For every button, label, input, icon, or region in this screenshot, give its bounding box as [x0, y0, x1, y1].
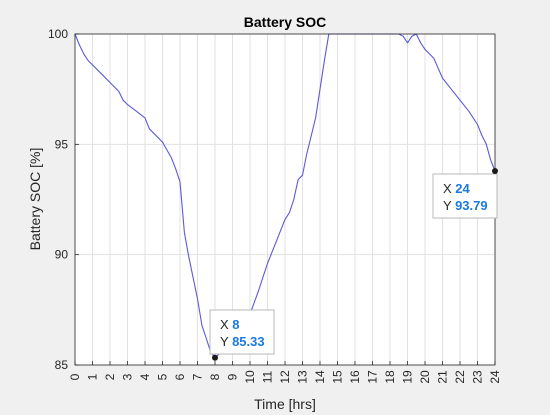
datatip-y-label: Y [443, 198, 455, 213]
x-tick-label: 13 [296, 370, 310, 384]
x-tick-label: 2 [103, 373, 117, 380]
y-axis-label: Battery SOC [%] [27, 148, 43, 251]
x-tick-label: 10 [243, 370, 257, 384]
datatip-y-row: Y 93.79 [443, 198, 488, 213]
x-tick-label: 21 [436, 370, 450, 384]
datatip-x-label: X [220, 317, 232, 332]
series-line-group [74, 33, 496, 359]
x-axis-label: Time [hrs] [254, 396, 316, 412]
x-tick-label: 14 [313, 370, 327, 384]
x-tick-label: 11 [261, 370, 275, 383]
y-tick-label: 100 [48, 27, 68, 41]
x-tick-label: 17 [366, 370, 380, 384]
x-tick-label: 9 [226, 373, 240, 380]
y-tick-label: 95 [55, 137, 69, 151]
x-tick-label: 18 [383, 370, 397, 384]
datatip: X 24Y 93.79 [432, 168, 498, 219]
datatip-x-label: X [443, 181, 455, 196]
x-tick-label: 22 [453, 370, 467, 384]
y-tick-label: 85 [55, 358, 69, 372]
datatips-group: X 8Y 85.33X 24Y 93.79 [209, 168, 498, 361]
x-tick-label: 1 [86, 373, 100, 380]
datatip-y-value: 85.33 [232, 334, 265, 349]
x-tick-label: 12 [278, 370, 292, 384]
x-tick-label: 7 [191, 373, 205, 380]
datatip-box [209, 309, 275, 355]
datatip-x-row: X 8 [220, 317, 240, 332]
x-tick-label: 20 [418, 370, 432, 384]
datatip-y-value: 93.79 [455, 198, 488, 213]
x-tick-label: 3 [121, 373, 135, 380]
datatip-box [432, 173, 498, 219]
axis-tick-labels: 0 1 2 3 4 5 6 7 8 9 10 11 12 13 14 15 16 17 18 19 20 21 22 23 24… [48, 27, 502, 384]
x-tick-label: 5 [156, 373, 170, 380]
x-tick-label: 19 [401, 370, 415, 384]
x-tick-label: 23 [471, 370, 485, 384]
battery-soc-series-line [74, 33, 496, 359]
datatip-x-value: 24 [455, 181, 470, 196]
datatip-marker [212, 354, 218, 361]
chart-title: Battery SOC [244, 14, 326, 30]
x-tick-label: 16 [348, 370, 362, 384]
datatip-marker [492, 168, 498, 175]
datatip-x-row: X 24 [443, 181, 471, 196]
axis-ticks [74, 33, 496, 366]
datatip-y-row: Y 85.33 [220, 334, 265, 349]
x-tick-label: 0 [68, 373, 82, 380]
x-tick-label: 6 [173, 373, 187, 380]
datatip-x-value: 8 [232, 317, 239, 332]
x-tick-label: 15 [331, 370, 345, 384]
x-tick-label: 4 [138, 373, 152, 380]
datatip-y-label: Y [220, 334, 232, 349]
x-tick-label: 24 [488, 370, 502, 384]
y-tick-label: 90 [55, 248, 69, 262]
x-tick-label: 8 [208, 373, 222, 380]
datatip: X 8Y 85.33 [209, 309, 275, 361]
